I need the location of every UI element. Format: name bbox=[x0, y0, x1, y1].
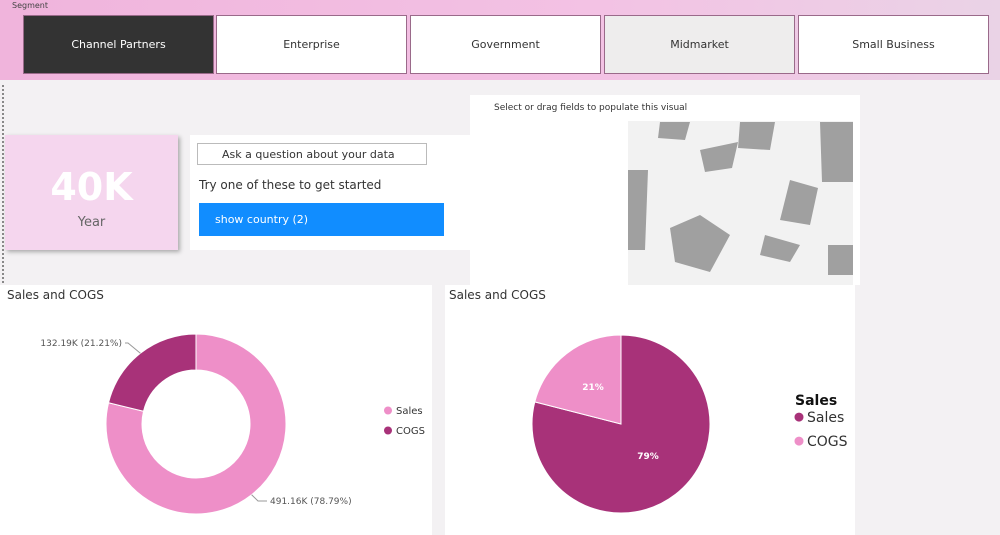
legend-label: COGS bbox=[396, 426, 425, 437]
slicer-button[interactable]: Midmarket bbox=[604, 15, 795, 74]
legend-label: COGS bbox=[807, 434, 848, 450]
card-label: Year bbox=[77, 215, 106, 230]
card: 40K Year bbox=[5, 135, 178, 250]
slice bbox=[105, 333, 287, 515]
qna-input[interactable]: Ask a question about your data bbox=[197, 143, 427, 165]
legend-marker bbox=[794, 436, 804, 446]
qna: Ask a question about your data Try one o… bbox=[190, 135, 470, 250]
slicer-title: Segment bbox=[12, 1, 48, 10]
data-label: 79% bbox=[637, 452, 659, 462]
leader-line bbox=[251, 494, 267, 502]
qna-suggestion[interactable]: show country (2) bbox=[199, 203, 444, 236]
legend-marker bbox=[384, 406, 392, 415]
chart-title: Sales and COGS bbox=[449, 288, 546, 302]
legend-marker bbox=[384, 426, 392, 435]
slicer-button[interactable]: Small Business bbox=[798, 15, 989, 74]
map-message: Select or drag fields to populate this v… bbox=[494, 103, 688, 113]
chart-title: Sales and COGS bbox=[7, 288, 104, 302]
legend-title: Sales bbox=[795, 393, 837, 409]
slicer-button[interactable]: Government bbox=[410, 15, 601, 74]
slice bbox=[534, 334, 622, 425]
slicer-button[interactable]: Enterprise bbox=[216, 15, 407, 74]
slicer-button[interactable]: Channel Partners bbox=[23, 15, 214, 74]
legend-label: Sales bbox=[807, 410, 844, 426]
data-label: 21% bbox=[582, 383, 604, 393]
legend-label: Sales bbox=[396, 406, 423, 417]
card-value: 40K bbox=[50, 165, 133, 209]
data-label: 491.16K (78.79%) bbox=[270, 497, 352, 507]
data-label: 132.19K (21.21%) bbox=[40, 339, 122, 349]
leader-line bbox=[125, 342, 141, 354]
qna-prompt: Try one of these to get started bbox=[199, 178, 382, 192]
legend-marker bbox=[794, 412, 804, 422]
map-placeholder bbox=[628, 121, 853, 285]
slice bbox=[107, 333, 197, 412]
